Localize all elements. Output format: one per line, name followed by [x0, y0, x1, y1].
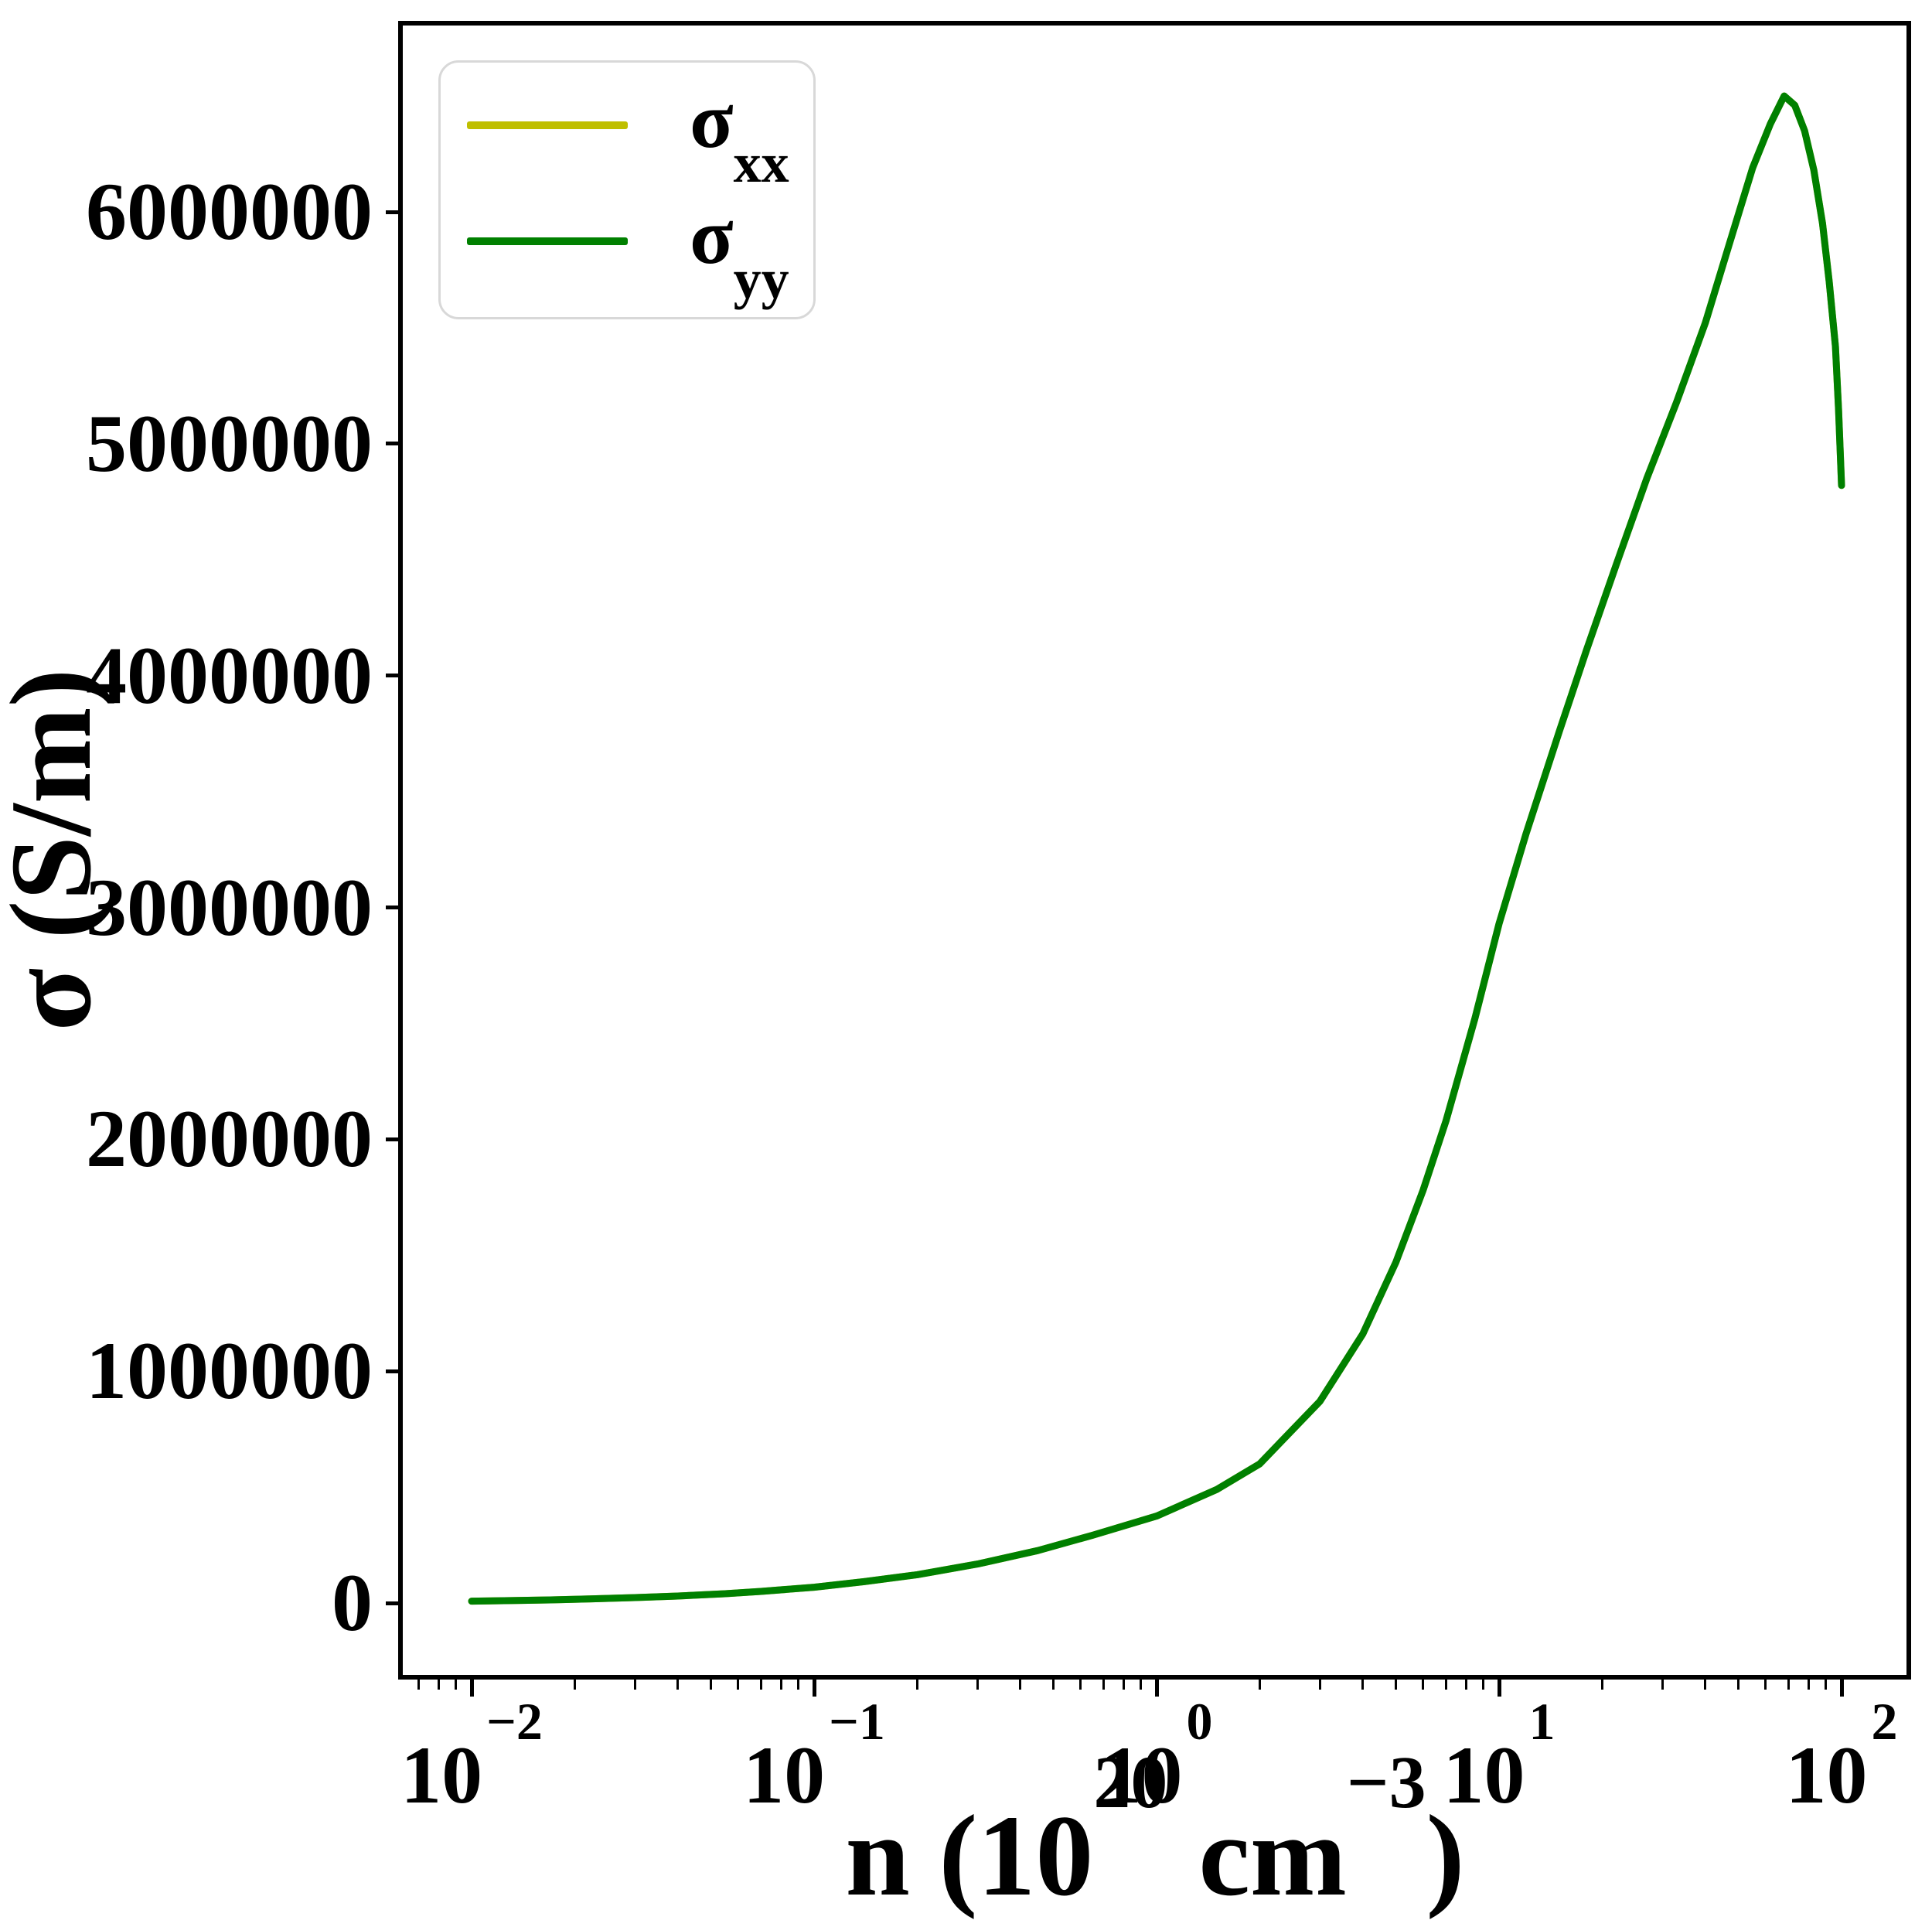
x-tick-label: 100 [1100, 1691, 1213, 1820]
x-minor-tick [1444, 1680, 1447, 1690]
sigma-xx-label: σxx [690, 76, 789, 194]
y-axis-label: σ (S/m) [0, 668, 115, 1031]
y-tick-label: 2000000 [86, 1093, 373, 1185]
x-minor-tick [976, 1680, 979, 1690]
legend: σxx σyy [438, 60, 816, 319]
x-minor-tick [779, 1680, 782, 1690]
x-minor-tick [437, 1680, 440, 1690]
x-minor-tick [759, 1680, 762, 1690]
sigma-yy-label: σyy [690, 192, 789, 310]
y-tick-label: 6000000 [86, 166, 373, 258]
x-minor-tick [1464, 1680, 1467, 1690]
y-tick [386, 442, 398, 446]
legend-entry-sigma-xx: σxx [441, 67, 813, 191]
x-minor-tick [1737, 1680, 1740, 1690]
x-minor-tick [1807, 1680, 1810, 1690]
x-minor-tick [1661, 1680, 1664, 1690]
y-tick [386, 1369, 398, 1373]
x-minor-tick [1102, 1680, 1105, 1690]
x-tick-label: 101 [1443, 1691, 1555, 1820]
sigma-xx-line-swatch [467, 121, 628, 129]
x-minor-tick [1361, 1680, 1365, 1690]
x-tick-label: 10−1 [743, 1691, 885, 1820]
x-major-tick [812, 1680, 816, 1697]
x-minor-tick [1825, 1680, 1828, 1690]
x-minor-tick [1140, 1680, 1143, 1690]
x-minor-tick [573, 1680, 576, 1690]
y-tick [386, 906, 398, 909]
y-tick-label: 0 [332, 1557, 373, 1648]
x-minor-tick [710, 1680, 713, 1690]
x-minor-tick [1482, 1680, 1485, 1690]
sigma-yy-line-swatch [467, 237, 628, 245]
x-minor-tick [1258, 1680, 1261, 1690]
x-minor-tick [1019, 1680, 1022, 1690]
x-minor-tick [1079, 1680, 1082, 1690]
y-tick [386, 674, 398, 678]
y-tick-label: 5000000 [86, 397, 373, 489]
y-tick [386, 210, 398, 214]
x-minor-tick [1704, 1680, 1707, 1690]
x-minor-tick [1052, 1680, 1055, 1690]
y-tick-label: 3000000 [86, 861, 373, 953]
x-axis-label: n (1020cm−3) [845, 1741, 1465, 1921]
x-minor-tick [455, 1680, 458, 1690]
y-tick-label: 1000000 [86, 1325, 373, 1417]
x-major-tick [1839, 1680, 1844, 1697]
x-tick-label: 102 [1785, 1691, 1898, 1820]
x-major-tick [1154, 1680, 1159, 1697]
x-major-tick [469, 1680, 474, 1697]
x-minor-tick [1787, 1680, 1790, 1690]
x-minor-tick [1395, 1680, 1398, 1690]
x-minor-tick [676, 1680, 680, 1690]
x-minor-tick [633, 1680, 636, 1690]
x-minor-tick [1600, 1680, 1603, 1690]
x-minor-tick [915, 1680, 918, 1690]
y-tick [386, 1601, 398, 1605]
x-minor-tick [737, 1680, 740, 1690]
x-minor-tick [1318, 1680, 1321, 1690]
x-minor-tick [417, 1680, 420, 1690]
x-minor-tick [797, 1680, 800, 1690]
x-major-tick [1497, 1680, 1501, 1697]
x-tick-label: 10−2 [400, 1691, 543, 1820]
y-tick-label: 4000000 [86, 629, 373, 721]
x-minor-tick [1764, 1680, 1767, 1690]
x-minor-tick [1422, 1680, 1425, 1690]
y-tick [386, 1137, 398, 1141]
x-minor-tick [1122, 1680, 1125, 1690]
legend-entry-sigma-yy: σyy [441, 183, 813, 307]
